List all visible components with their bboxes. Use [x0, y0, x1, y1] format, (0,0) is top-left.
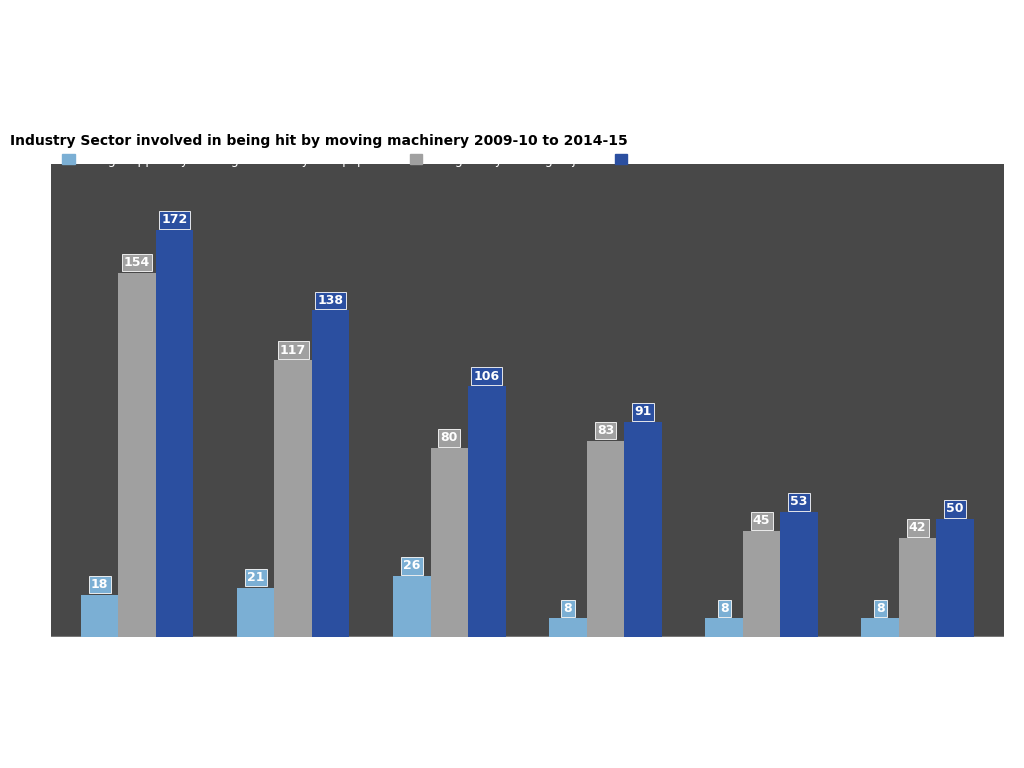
Bar — [861, 618, 899, 637]
Bar — [587, 441, 625, 637]
Bar — [430, 448, 468, 637]
Text: 117: 117 — [280, 344, 306, 356]
Bar — [549, 618, 587, 637]
Bar — [706, 618, 742, 637]
Bar — [468, 386, 506, 637]
Text: Industry Sector involved in being hit by moving machinery 2009-10 to 2014-15: Industry Sector involved in being hit by… — [10, 134, 628, 148]
Text: 106: 106 — [474, 369, 500, 382]
Text: 80: 80 — [440, 432, 458, 445]
Text: 26: 26 — [403, 559, 421, 572]
Bar — [625, 422, 662, 637]
Text: 91: 91 — [634, 406, 651, 419]
Text: 18: 18 — [91, 578, 109, 591]
Text: 50: 50 — [946, 502, 964, 515]
Text: 45: 45 — [753, 515, 770, 528]
Text: BEING HIT/TRAPPED BY MACHINERY - INDUSTRY: BEING HIT/TRAPPED BY MACHINERY - INDUSTR… — [210, 111, 845, 135]
Bar — [119, 273, 156, 637]
Text: 42: 42 — [909, 521, 927, 535]
Bar — [312, 310, 349, 637]
Text: 172: 172 — [162, 214, 187, 227]
Bar — [274, 360, 312, 637]
Text: 53: 53 — [791, 495, 808, 508]
Text: Incidents 2009-10 to 2014-15 (QLD): Incidents 2009-10 to 2014-15 (QLD) — [26, 35, 1024, 89]
Bar — [393, 576, 430, 637]
Bar — [936, 519, 974, 637]
Text: 21: 21 — [247, 571, 264, 584]
Text: 138: 138 — [317, 294, 344, 307]
Bar — [742, 531, 780, 637]
Text: 8: 8 — [563, 602, 572, 615]
Bar — [899, 538, 936, 637]
Legend: Being trapped by moving machinery or equipment, Being hit by moving objects, Tot: Being trapped by moving machinery or equ… — [57, 148, 667, 171]
Bar — [81, 594, 119, 637]
Text: 83: 83 — [597, 424, 614, 437]
Text: 8: 8 — [876, 602, 885, 615]
Text: 8: 8 — [720, 602, 728, 615]
Bar — [156, 230, 194, 637]
Text: 154: 154 — [124, 256, 151, 269]
Bar — [237, 588, 274, 637]
Bar — [780, 511, 818, 637]
